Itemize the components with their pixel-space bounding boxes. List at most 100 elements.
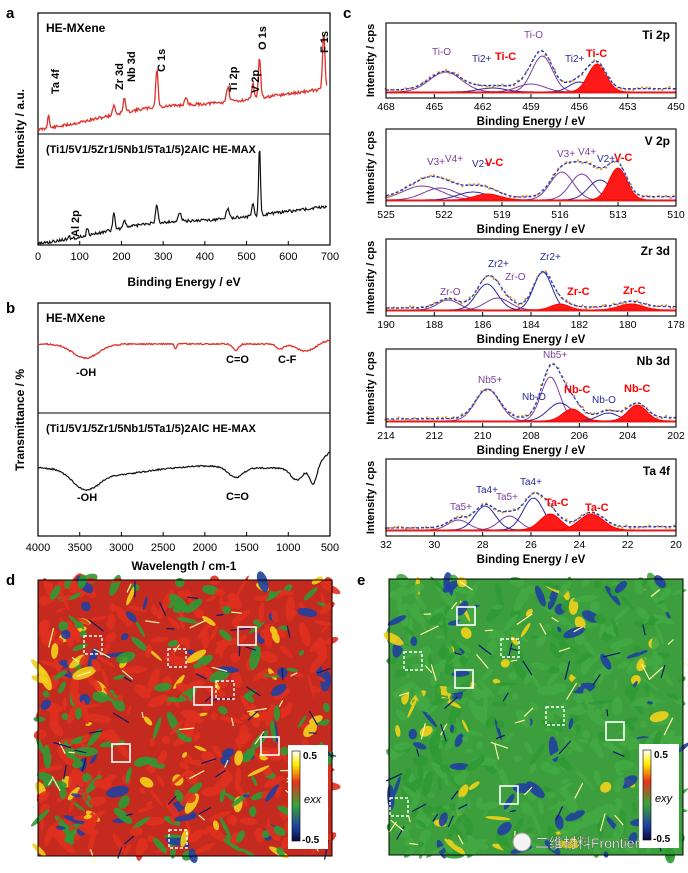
data-point (576, 159, 579, 162)
strain-blob (78, 824, 99, 836)
dislocation-line (490, 741, 509, 749)
strain-blob (265, 824, 281, 841)
strain-blob (126, 705, 132, 716)
dislocation-line (606, 709, 609, 717)
strain-blob (61, 713, 69, 721)
data-point (409, 87, 412, 90)
strain-blob (118, 795, 130, 809)
strain-blob (526, 781, 545, 798)
strain-blob (574, 649, 596, 665)
dislocation-line (573, 626, 583, 633)
strain-blob (125, 767, 132, 784)
data-point (600, 65, 603, 68)
strain-blob (62, 696, 67, 711)
strain-blob (40, 699, 51, 710)
strain-blob (442, 614, 448, 640)
strain-blob (71, 793, 82, 798)
strain-blob (449, 724, 455, 733)
highlight-box-dashed (500, 638, 520, 658)
strain-blob (614, 581, 628, 593)
x-tick-label: 210 (474, 430, 492, 442)
strain-blob (79, 654, 89, 666)
strain-blob (234, 750, 243, 766)
strain-blob (446, 773, 460, 789)
strain-blob (68, 796, 75, 814)
dislocation-line (566, 682, 578, 700)
strain-blob (157, 750, 168, 765)
strain-blob (453, 840, 470, 850)
strain-blob (666, 692, 679, 701)
strain-blob (285, 596, 295, 622)
strain-blob (628, 736, 641, 746)
strain-blob (405, 823, 412, 831)
fit-component (386, 404, 676, 422)
strain-blob (387, 615, 407, 626)
x-tick-label: 4000 (26, 542, 50, 554)
strain-blob (223, 838, 242, 852)
dislocation-line (443, 696, 458, 710)
data-point (645, 86, 648, 89)
peak-label: Ta 4f (50, 69, 62, 94)
strain-blob (237, 634, 247, 644)
dislocation-line (495, 734, 505, 740)
strain-blob (103, 641, 111, 655)
strain-blob (422, 771, 433, 797)
strain-blob (72, 760, 83, 769)
strain-blob (58, 621, 69, 632)
data-point (616, 303, 619, 306)
strain-blob (180, 709, 201, 719)
data-point (460, 514, 464, 518)
strain-blob (38, 595, 48, 605)
strain-blob (218, 706, 228, 715)
strain-blob (456, 716, 462, 738)
highlight-box-dashed (215, 680, 235, 700)
series-line-he-max (37, 150, 328, 246)
strain-blob (185, 643, 191, 651)
series-line-he-mxene (37, 34, 328, 132)
x-tick-label: 700 (321, 251, 339, 263)
strain-blob (574, 692, 585, 704)
strain-blob (476, 740, 484, 750)
strain-blob (537, 799, 544, 816)
strain-blob (543, 582, 564, 591)
data-point (448, 72, 451, 75)
strain-blob (81, 601, 91, 612)
data-point (568, 521, 572, 525)
dislocation-line (188, 770, 205, 780)
strain-blob (202, 615, 216, 626)
dislocation-line (514, 719, 525, 724)
strain-blob (477, 679, 495, 698)
peak-label: Nb5+ (543, 350, 567, 361)
panel-e: e 0.5 -0.5 exy (357, 572, 688, 864)
strain-blob (132, 816, 150, 830)
strain-blob (412, 699, 429, 713)
dislocation-line (179, 727, 195, 731)
strain-blob (588, 700, 613, 705)
strain-blob (129, 826, 144, 836)
strain-blob (594, 614, 607, 624)
fit-component (386, 83, 676, 93)
data-point (641, 526, 644, 529)
dislocation-line (231, 611, 242, 614)
strain-blob (420, 701, 431, 710)
strain-blob (212, 820, 220, 831)
strain-blob (649, 711, 669, 723)
strain-blob (55, 826, 66, 830)
strain-blob (626, 650, 648, 659)
strain-blob (413, 742, 427, 750)
plot-frame (385, 458, 677, 537)
dislocation-line (204, 696, 212, 702)
strain-blob (557, 682, 567, 693)
strain-blob (443, 842, 453, 854)
strain-blob (185, 598, 203, 614)
panel-b: b HE-MXene (Ti1/5V1/5Zr1/5Nb1/5Ta1/5)2Al… (6, 300, 339, 573)
peak-label: C 1s (156, 49, 168, 72)
strain-blob (44, 825, 54, 846)
dislocation-line (641, 663, 651, 680)
peak-label: V4+ (445, 154, 463, 165)
dislocation-line (117, 846, 123, 859)
panel-d: d 0.5 -0.5 exx (6, 571, 341, 864)
strain-blob (613, 776, 625, 793)
strain-blob (633, 621, 649, 629)
